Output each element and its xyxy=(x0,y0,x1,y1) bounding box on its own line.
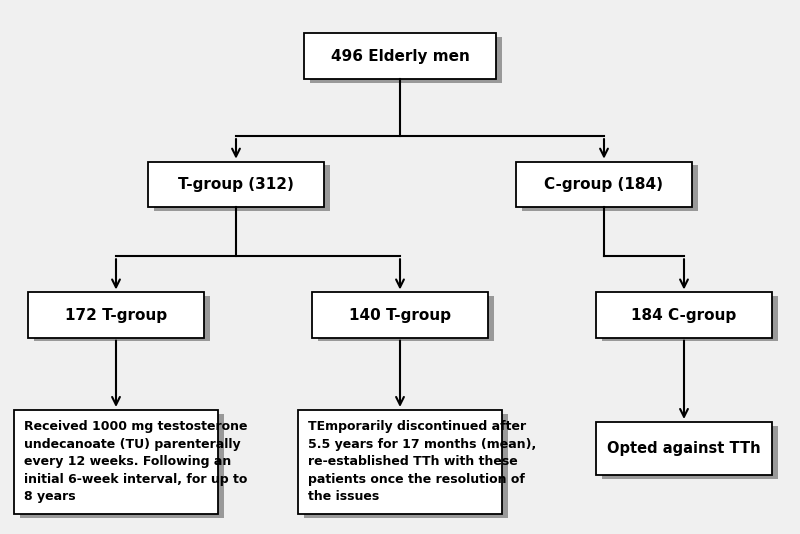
FancyBboxPatch shape xyxy=(304,33,496,78)
FancyBboxPatch shape xyxy=(516,161,692,207)
FancyBboxPatch shape xyxy=(318,296,494,342)
FancyBboxPatch shape xyxy=(310,37,502,82)
FancyBboxPatch shape xyxy=(596,422,772,475)
FancyBboxPatch shape xyxy=(602,426,778,479)
Text: Opted against TTh: Opted against TTh xyxy=(607,441,761,456)
FancyBboxPatch shape xyxy=(602,296,778,342)
Text: 140 T-group: 140 T-group xyxy=(349,308,451,323)
FancyBboxPatch shape xyxy=(304,413,508,518)
FancyBboxPatch shape xyxy=(148,161,324,207)
Text: 496 Elderly men: 496 Elderly men xyxy=(330,49,470,64)
Text: Received 1000 mg testosterone
undecanoate (TU) parenterally
every 12 weeks. Foll: Received 1000 mg testosterone undecanoat… xyxy=(23,420,247,504)
FancyBboxPatch shape xyxy=(34,296,210,342)
Text: T-group (312): T-group (312) xyxy=(178,177,294,192)
FancyBboxPatch shape xyxy=(522,166,698,210)
Text: C-group (184): C-group (184) xyxy=(545,177,663,192)
FancyBboxPatch shape xyxy=(596,292,772,338)
FancyBboxPatch shape xyxy=(298,410,502,514)
Text: 184 C-group: 184 C-group xyxy=(631,308,737,323)
FancyBboxPatch shape xyxy=(154,166,330,210)
FancyBboxPatch shape xyxy=(14,410,218,514)
FancyBboxPatch shape xyxy=(312,292,488,338)
Text: 172 T-group: 172 T-group xyxy=(65,308,167,323)
FancyBboxPatch shape xyxy=(19,413,223,518)
Text: TEmporarily discontinued after
5.5 years for 17 months (mean),
re-established TT: TEmporarily discontinued after 5.5 years… xyxy=(308,420,536,504)
FancyBboxPatch shape xyxy=(28,292,204,338)
